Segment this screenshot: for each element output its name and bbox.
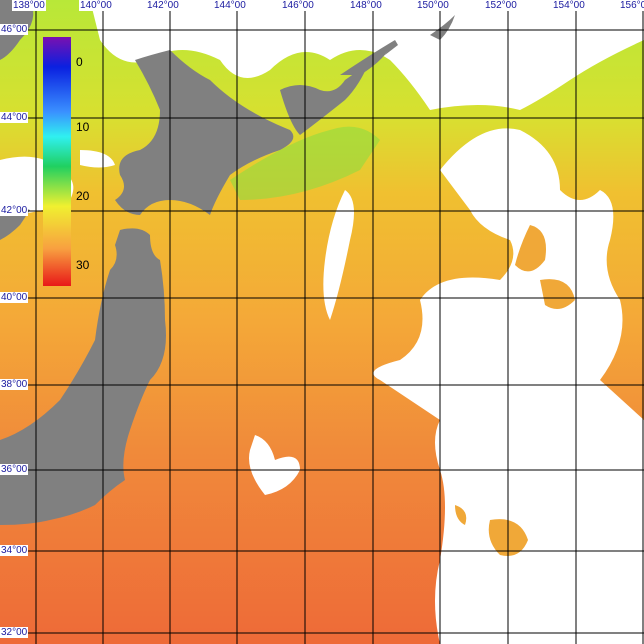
longitude-label: 156°00 (619, 0, 644, 11)
longitude-label: 150°00 (416, 0, 450, 11)
land (0, 0, 455, 526)
latitude-label: 32°00 (0, 627, 29, 638)
latitude-label: 42°00 (0, 205, 29, 216)
colorbar-label: 20 (76, 189, 90, 203)
land-primorye (0, 208, 30, 240)
land-island (430, 15, 455, 40)
land-hokkaido (115, 50, 294, 215)
longitude-label: 146°00 (281, 0, 315, 11)
longitude-label: 142°00 (146, 0, 180, 11)
colorbar-label: 0 (76, 55, 83, 69)
latitude-label: 34°00 (0, 545, 29, 556)
latitude-label: 40°00 (0, 292, 29, 303)
latitude-label: 36°00 (0, 464, 29, 475)
longitude-label: 140°00 (79, 0, 113, 11)
longitude-label: 148°00 (349, 0, 383, 11)
colorbar-label: 10 (76, 120, 90, 134)
longitude-label: 144°00 (213, 0, 247, 11)
longitude-label: 154°00 (552, 0, 586, 11)
latitude-label: 46°00 (0, 24, 29, 35)
land-kurils-north (340, 40, 395, 75)
latitude-label: 38°00 (0, 379, 29, 390)
latitude-label: 44°00 (0, 112, 29, 123)
longitude-label: 138°00 (12, 0, 46, 11)
land-kurils (280, 60, 370, 135)
colorbar-label: 30 (76, 258, 90, 272)
longitude-label: 152°00 (484, 0, 518, 11)
land-honshu (0, 228, 166, 526)
colorbar (43, 37, 71, 286)
